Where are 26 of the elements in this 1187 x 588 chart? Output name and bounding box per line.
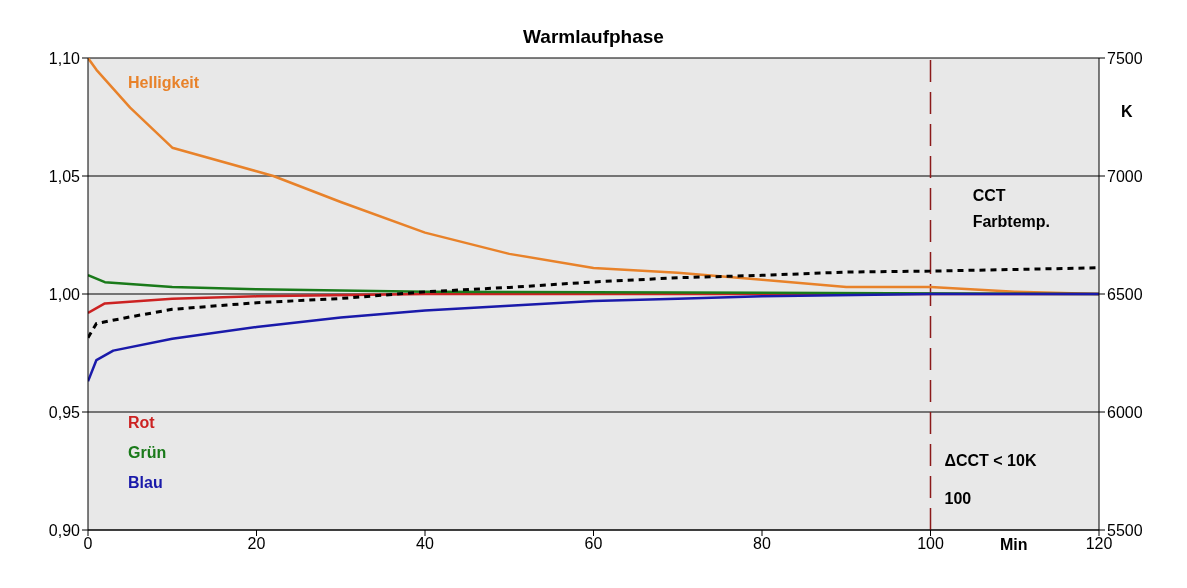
- y-tick-label: 1,10: [48, 49, 81, 67]
- text: Rot: [128, 413, 156, 433]
- y2-tick-label: 7000: [1107, 167, 1143, 185]
- x-tick-label: 120: [1085, 535, 1113, 553]
- ref-line-label: 100: [944, 490, 972, 508]
- text: CCT Farbtemp.: [972, 186, 1051, 232]
- y2-tick-label: 7500: [1107, 49, 1143, 67]
- text: Grün: [128, 443, 168, 463]
- annotation: ΔCCT < 10K: [944, 452, 1037, 470]
- y-tick-label: 1,05: [48, 167, 81, 185]
- text: Blau: [128, 473, 164, 493]
- x-tick-label: 100: [917, 535, 944, 553]
- chart-title: Warmlaufphase: [522, 26, 665, 48]
- y-tick-label: 1,00: [48, 285, 81, 303]
- y-tick-label: 0,95: [48, 403, 81, 421]
- series-label: Helligkeit: [128, 73, 201, 93]
- y2-tick-label: 6000: [1107, 403, 1143, 421]
- x-tick-label: 40: [416, 535, 434, 553]
- y-tick-label: 0,90: [48, 521, 81, 539]
- x-tick-label: 20: [247, 535, 266, 553]
- x-tick-label: 80: [753, 535, 771, 553]
- x-tick-label: 60: [584, 535, 603, 553]
- x-axis-title: Min: [1000, 536, 1028, 554]
- x-tick-label: 0: [83, 535, 93, 553]
- y2-axis-title: K: [1121, 103, 1133, 121]
- y2-tick-label: 6500: [1107, 285, 1143, 303]
